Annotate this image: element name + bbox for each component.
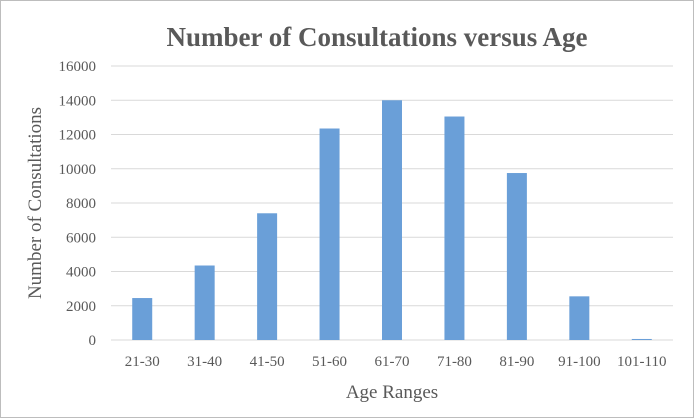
y-tick-label: 0: [89, 333, 97, 349]
y-tick-labels: 0 2000 4000 6000 8000 10000 12000 14000 16000: [59, 59, 97, 349]
x-tick-label: 21-30: [125, 354, 160, 370]
x-tick-label: 71-80: [437, 354, 472, 370]
y-tick-label: 16000: [59, 59, 97, 75]
bar-61-70: [382, 100, 402, 340]
bar-91-100: [569, 296, 590, 340]
y-tick-label: 12000: [59, 128, 97, 144]
chart-title: Number of Consultations versus Age: [166, 22, 587, 52]
bars: [132, 100, 652, 340]
y-tick-label: 2000: [66, 299, 96, 315]
x-tick-label: 51-60: [312, 354, 347, 370]
x-tick-label: 31-40: [187, 354, 222, 370]
bar-41-50: [257, 213, 278, 340]
y-tick-label: 8000: [66, 196, 96, 212]
bar-31-40: [194, 265, 215, 340]
bar-101-110: [631, 338, 652, 340]
y-axis-title: Number of Consultations: [25, 107, 46, 299]
y-tick-label: 14000: [59, 93, 97, 109]
bar-71-80: [444, 116, 465, 340]
bar-51-60: [319, 128, 340, 340]
y-tick-label: 4000: [66, 265, 96, 281]
bar-21-30: [132, 298, 153, 340]
x-axis-title: Age Ranges: [346, 382, 438, 403]
x-tick-labels: 21-30 31-40 41-50 51-60 61-70 71-80 81-90 91-10…: [125, 354, 667, 370]
bar-81-90: [506, 173, 527, 340]
x-tick-label: 91-100: [558, 354, 601, 370]
x-tick-label: 61-70: [375, 354, 410, 370]
y-tick-label: 6000: [66, 230, 96, 246]
y-tick-label: 10000: [59, 162, 97, 178]
x-tick-label: 81-90: [499, 354, 534, 370]
x-tick-label: 101-110: [617, 354, 666, 370]
x-tick-label: 41-50: [250, 354, 285, 370]
